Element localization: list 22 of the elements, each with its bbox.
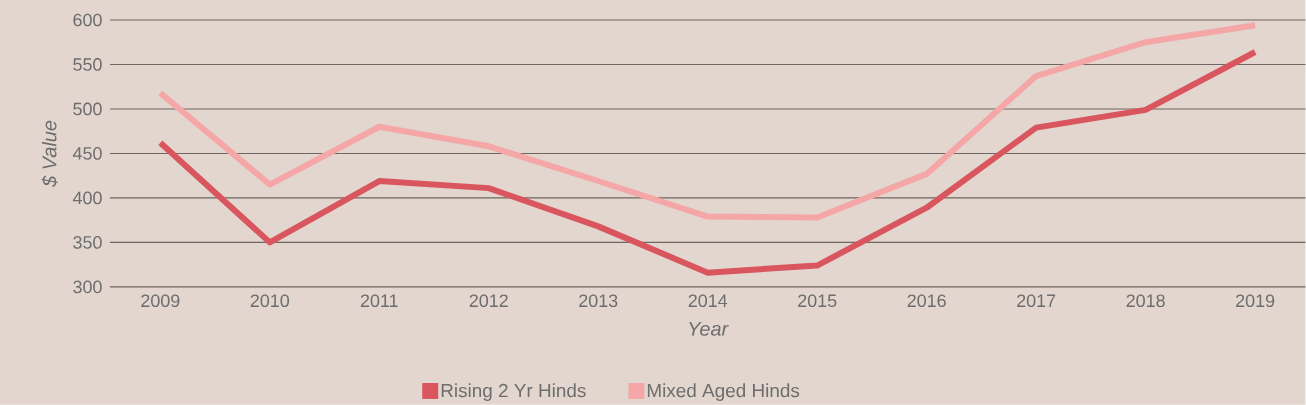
- x-tick-label: 2019: [1236, 294, 1275, 308]
- x-tick-label: 2012: [469, 294, 508, 308]
- x-tick-label: 2018: [1126, 294, 1165, 308]
- y-tick-label: 550: [73, 58, 102, 71]
- y-tick-label: 450: [72, 147, 102, 160]
- legend-label: Rising 2 Yr Hinds: [441, 383, 586, 402]
- y-axis-title: $ Value: [41, 120, 58, 188]
- y-tick-label: 600: [73, 13, 102, 27]
- x-tick-label: 2011: [360, 294, 398, 308]
- y-tick-label: 500: [73, 102, 102, 116]
- y-tick-label: 350: [73, 236, 102, 249]
- x-axis-title: Year: [689, 322, 729, 336]
- x-tick-label: 2014: [688, 294, 728, 308]
- x-tick-label: 2015: [798, 294, 837, 308]
- x-tick-label: 2009: [141, 294, 180, 308]
- x-tick-label: 2013: [579, 294, 618, 308]
- y-tick-label: 300: [73, 280, 102, 294]
- y-tick-label: 400: [72, 191, 102, 205]
- x-tick-label: 2017: [1017, 294, 1056, 308]
- x-tick-label: 2010: [250, 294, 290, 308]
- x-tick-label: 2016: [907, 294, 946, 308]
- legend-label: Mixed Aged Hinds: [647, 383, 800, 402]
